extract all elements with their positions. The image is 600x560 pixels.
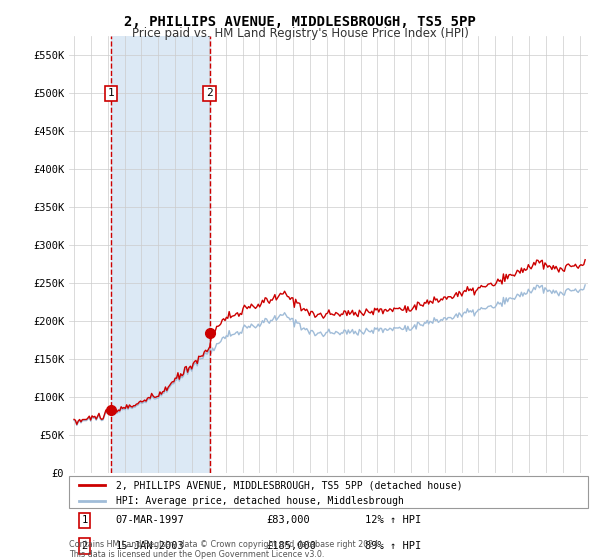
Text: 07-MAR-1997: 07-MAR-1997 [116, 515, 184, 525]
Text: 15-JAN-2003: 15-JAN-2003 [116, 541, 184, 551]
Text: 2: 2 [82, 541, 88, 551]
Text: 2, PHILLIPS AVENUE, MIDDLESBROUGH, TS5 5PP: 2, PHILLIPS AVENUE, MIDDLESBROUGH, TS5 5… [124, 15, 476, 29]
Text: 12% ↑ HPI: 12% ↑ HPI [365, 515, 421, 525]
Text: £83,000: £83,000 [266, 515, 310, 525]
FancyBboxPatch shape [69, 476, 588, 508]
Bar [111, 36, 209, 473]
Text: 2, PHILLIPS AVENUE, MIDDLESBROUGH, TS5 5PP (detached house): 2, PHILLIPS AVENUE, MIDDLESBROUGH, TS5 5… [116, 480, 463, 490]
Text: Price paid vs. HM Land Registry's House Price Index (HPI): Price paid vs. HM Land Registry's House … [131, 27, 469, 40]
Text: £185,000: £185,000 [266, 541, 316, 551]
Text: Contains HM Land Registry data © Crown copyright and database right 2024.
This d: Contains HM Land Registry data © Crown c… [69, 540, 381, 559]
Text: 89% ↑ HPI: 89% ↑ HPI [365, 541, 421, 551]
Text: 1: 1 [82, 515, 88, 525]
Text: 1: 1 [107, 88, 114, 99]
Text: 2: 2 [206, 88, 213, 99]
Text: HPI: Average price, detached house, Middlesbrough: HPI: Average price, detached house, Midd… [116, 496, 404, 506]
